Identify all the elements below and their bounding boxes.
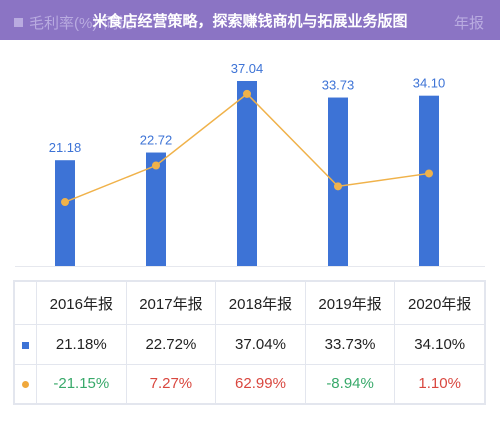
bar — [419, 95, 439, 266]
chart-area: 21.18 22.72 37.04 33.73 34.10 — [15, 61, 485, 267]
table-header-row: 2016年报 2017年报 2018年报 2019年报 2020年报 — [14, 281, 485, 325]
line-point — [152, 161, 160, 170]
bar-icon — [22, 341, 29, 349]
table-cell: 34.10% — [394, 324, 485, 365]
table-header-cell: 2016年报 — [36, 281, 127, 325]
legend-fragment: 毛利率(%) 同比 — [14, 12, 133, 32]
table-header-cell: 2017年报 — [125, 281, 217, 325]
line-point — [243, 89, 251, 98]
table-cell: 1.10% — [394, 363, 485, 404]
bar — [55, 160, 75, 266]
line-point — [425, 169, 433, 178]
line-icon — [22, 381, 29, 389]
line-point — [61, 198, 69, 207]
bar — [146, 152, 166, 266]
table-header-blank — [14, 281, 37, 325]
table-cell: 7.27% — [125, 363, 217, 404]
legend-bar-label: 毛利率(%) — [29, 14, 98, 32]
table-header-cell: 2020年报 — [394, 281, 485, 325]
table-row: 21.18% 22.72% 37.04% 33.73% 34.10% — [14, 324, 485, 365]
bar-value-label: 22.72 — [140, 133, 173, 148]
row-marker-cell — [14, 363, 37, 404]
table-cell: 22.72% — [125, 324, 217, 365]
table-cell: 37.04% — [215, 324, 306, 365]
bar — [328, 97, 348, 266]
table-header-cell: 2018年报 — [215, 281, 306, 325]
legend-right-fragment: 年报 — [453, 15, 484, 32]
data-table: 2016年报 2017年报 2018年报 2019年报 2020年报 21.18… — [13, 280, 486, 405]
bar-value-label: 37.04 — [231, 61, 264, 76]
table-cell: 33.73% — [304, 324, 396, 365]
table-header-cell: 2019年报 — [304, 281, 396, 325]
table-row: -21.15% 7.27% 62.99% -8.94% 1.10% — [14, 363, 485, 404]
legend-line-label: 同比 — [103, 14, 134, 32]
table-cell: 62.99% — [215, 363, 306, 404]
bar-value-label: 21.18 — [49, 140, 82, 155]
title-bar: 毛利率(%) 同比 年报 米食店经营策略，探索赚钱商机与拓展业务版图 — [0, 0, 500, 40]
page-title: 米食店经营策略，探索赚钱商机与拓展业务版图 — [92, 13, 408, 30]
bar-legend-icon — [14, 17, 23, 27]
table-cell: -21.15% — [36, 363, 127, 404]
bar-value-label: 34.10 — [413, 76, 446, 91]
bar-value-label: 33.73 — [322, 78, 355, 93]
bar — [237, 81, 257, 266]
row-marker-cell — [14, 324, 37, 365]
table-cell: 21.18% — [36, 324, 127, 365]
table-cell: -8.94% — [304, 363, 396, 404]
line-point — [334, 182, 342, 191]
